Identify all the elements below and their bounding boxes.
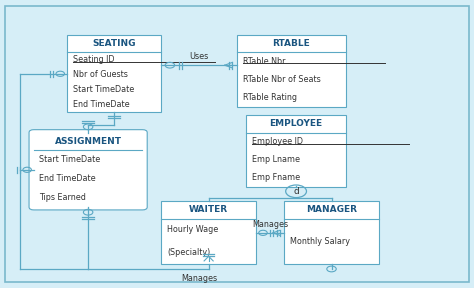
Text: (Specialty): (Specialty)	[167, 249, 210, 257]
Text: Employee ID: Employee ID	[252, 137, 303, 146]
Text: Manages: Manages	[181, 274, 217, 283]
FancyBboxPatch shape	[67, 35, 161, 113]
Text: d: d	[293, 187, 299, 196]
Text: SEATING: SEATING	[92, 39, 136, 48]
FancyBboxPatch shape	[284, 201, 379, 264]
FancyBboxPatch shape	[29, 130, 147, 210]
Text: Seating ID: Seating ID	[73, 55, 114, 64]
Text: RTable Rating: RTable Rating	[243, 93, 297, 102]
Text: Start TimeDate: Start TimeDate	[39, 155, 100, 164]
Text: Monthly Salary: Monthly Salary	[290, 237, 350, 246]
FancyBboxPatch shape	[5, 6, 469, 282]
Text: End TimeDate: End TimeDate	[73, 101, 129, 109]
Text: MANAGER: MANAGER	[306, 205, 357, 215]
Text: RTable Nbr of Seats: RTable Nbr of Seats	[243, 75, 320, 84]
Text: Manages: Manages	[252, 220, 288, 229]
Text: RTABLE: RTABLE	[273, 39, 310, 48]
Text: Hourly Wage: Hourly Wage	[167, 226, 219, 234]
Text: Start TimeDate: Start TimeDate	[73, 86, 134, 94]
Text: RTable Nbr: RTable Nbr	[243, 57, 285, 66]
FancyBboxPatch shape	[237, 35, 346, 107]
Text: Uses: Uses	[190, 52, 209, 60]
Text: Nbr of Guests: Nbr of Guests	[73, 70, 128, 79]
Text: Tips Earned: Tips Earned	[39, 193, 86, 202]
FancyBboxPatch shape	[161, 201, 256, 264]
Text: Emp Fname: Emp Fname	[252, 173, 300, 182]
Text: ASSIGNMENT: ASSIGNMENT	[55, 137, 122, 146]
Text: EMPLOYEE: EMPLOYEE	[270, 120, 323, 128]
FancyBboxPatch shape	[246, 115, 346, 187]
Text: WAITER: WAITER	[189, 205, 228, 215]
Text: End TimeDate: End TimeDate	[39, 174, 96, 183]
Text: Emp Lname: Emp Lname	[252, 155, 300, 164]
